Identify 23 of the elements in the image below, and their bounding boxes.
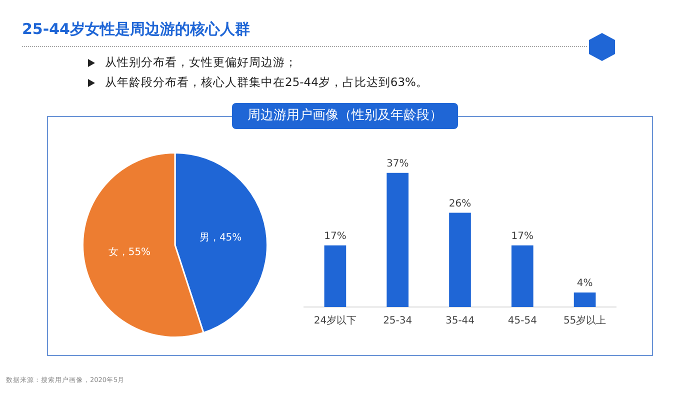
bar xyxy=(449,212,471,307)
data-label: 17% xyxy=(511,230,534,242)
chart-title: 周边游用户画像（性别及年龄段） xyxy=(232,103,458,129)
data-label: 4% xyxy=(576,278,593,290)
bar xyxy=(324,245,346,307)
data-label: 26% xyxy=(448,198,472,210)
data-label: ，45% xyxy=(209,232,242,244)
data-label: 37% xyxy=(386,158,409,170)
text: 从性别分布看，女性更偏好周边游； xyxy=(105,55,297,69)
x-tick-label: 25-34 xyxy=(383,316,412,327)
data-label: ，55% xyxy=(118,246,151,258)
x-tick-label: 45-54 xyxy=(508,316,537,327)
x-tick-label: 35-44 xyxy=(445,316,475,327)
slice-label: 男 xyxy=(199,232,210,244)
text: 从年龄段分布看，核心人群集中在25-44岁，占比达到63%。 xyxy=(105,75,428,89)
data-label: 17% xyxy=(324,230,346,242)
x-tick-label: 24岁以下 xyxy=(314,314,357,327)
bar xyxy=(511,245,534,307)
x-tick-label: 55岁以上 xyxy=(563,314,606,327)
bar xyxy=(574,292,596,307)
chart-title: 25-44岁女性是周边游的核心人群 xyxy=(22,20,250,39)
bar xyxy=(386,172,409,307)
slice-label: 女 xyxy=(108,246,118,258)
